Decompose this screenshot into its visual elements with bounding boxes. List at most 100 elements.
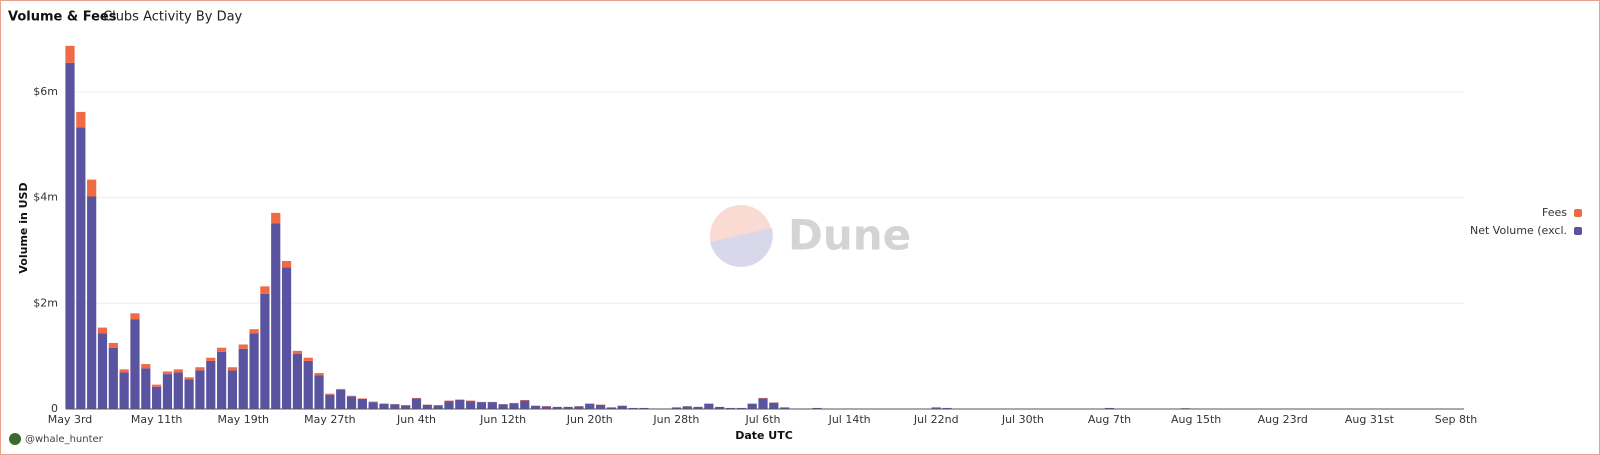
bar-segment [401, 405, 411, 409]
bar-segment [303, 360, 313, 409]
bar-segment [325, 393, 335, 395]
bar-segment [206, 357, 216, 361]
bar-segment [466, 400, 476, 402]
bar-segment [531, 405, 541, 409]
x-tick-label: May 19th [217, 413, 269, 426]
bar-segment [76, 111, 86, 128]
x-tick-label: Jul 6th [744, 413, 780, 426]
bar-segment [541, 406, 552, 409]
bar-segment [769, 402, 779, 409]
bar-segment [314, 375, 324, 409]
bar-segment [487, 402, 497, 409]
legend-swatch[interactable] [1574, 227, 1582, 235]
legend-label[interactable]: Net Volume (excl. [1470, 224, 1567, 237]
x-tick-label: Jun 12th [479, 413, 526, 426]
bar-segment [173, 369, 183, 373]
author[interactable]: @whale_hunter [25, 434, 104, 445]
watermark: Dune [710, 205, 911, 267]
bar-segment [249, 333, 259, 409]
y-tick-label: $2m [33, 296, 58, 309]
bar-segment [162, 374, 173, 409]
bar-segment [227, 370, 238, 409]
bar-segment [173, 372, 183, 409]
bar-segment [141, 364, 151, 369]
bar-segment [97, 327, 108, 334]
bar-segment [411, 398, 422, 409]
bar-segment [747, 403, 757, 409]
bar-segment [249, 329, 259, 334]
bar-segment [780, 407, 790, 409]
bar-segment [130, 313, 140, 320]
bar-segment [715, 406, 725, 409]
legend-swatch[interactable] [1574, 209, 1582, 217]
bar-segment [357, 398, 367, 409]
x-axis-label: Date UTC [735, 429, 793, 442]
y-axis-label: Volume in USD [17, 182, 30, 273]
bar-segment [574, 406, 584, 409]
bar-segment [206, 360, 216, 409]
bar-segment [97, 333, 108, 409]
x-tick-label: Aug 31st [1345, 413, 1395, 426]
x-tick-label: Jun 28th [652, 413, 699, 426]
bar-segment [346, 395, 357, 397]
bar-segment [455, 399, 465, 401]
bar-segment [152, 386, 162, 409]
bar-segment [195, 367, 205, 371]
bar-segment [379, 403, 389, 409]
chart-subtitle: Clubs Activity By Day [103, 10, 243, 25]
bar-segment [227, 367, 238, 371]
bar-segment [433, 405, 443, 409]
bar-segment [595, 404, 606, 409]
bar-segment [162, 371, 173, 375]
bar-segment [281, 267, 292, 409]
bar-segment [942, 407, 952, 409]
x-tick-label: Aug 7th [1088, 413, 1131, 426]
bar-segment [292, 350, 302, 355]
bar-segment [346, 396, 357, 409]
x-tick-label: Jun 4th [396, 413, 436, 426]
bar-segment [336, 388, 346, 390]
x-tick-label: May 3rd [48, 413, 93, 426]
x-tick-label: Aug 23rd [1258, 413, 1308, 426]
bar-segment [509, 403, 519, 409]
bar-segment [216, 351, 227, 409]
bar-segment [87, 196, 97, 409]
bar-segment [606, 407, 617, 409]
bar-segment [130, 319, 140, 409]
bar-segment [411, 397, 422, 399]
bar-segment [325, 394, 335, 409]
bar-segment [119, 372, 129, 409]
bar-segment [303, 357, 313, 361]
watermark-text: Dune [788, 211, 911, 260]
x-tick-label: Jun 20th [566, 413, 613, 426]
y-tick-label: 0 [51, 402, 58, 415]
bar-segment [390, 404, 400, 409]
watermark-logo-part [710, 228, 773, 267]
bar-segment [271, 212, 281, 224]
bar-segment [260, 293, 270, 409]
bar-segment [498, 404, 508, 409]
bar-segment [725, 407, 736, 409]
bar-segment [444, 401, 454, 409]
x-tick-label: Sep 8th [1435, 413, 1478, 426]
bar-segment [87, 179, 97, 197]
x-tick-label: Jul 30th [1001, 413, 1044, 426]
bar-segment [141, 368, 151, 409]
bar-segment [455, 400, 465, 409]
bar-segment [216, 347, 227, 352]
legend-label[interactable]: Fees [1542, 206, 1567, 219]
x-tick-label: Jul 14th [828, 413, 871, 426]
bar-segment [671, 407, 681, 409]
bar-segment [931, 407, 941, 409]
bar-segment [736, 407, 746, 409]
bar-segment [195, 370, 205, 409]
bar-segment [336, 389, 346, 409]
bar-segment [466, 401, 476, 409]
bar-segment [65, 45, 75, 63]
bar-segment [520, 400, 530, 401]
bar-segment [444, 400, 454, 402]
bar-segment [76, 127, 86, 410]
bar-segment [238, 344, 248, 349]
bar-segment [368, 401, 378, 403]
